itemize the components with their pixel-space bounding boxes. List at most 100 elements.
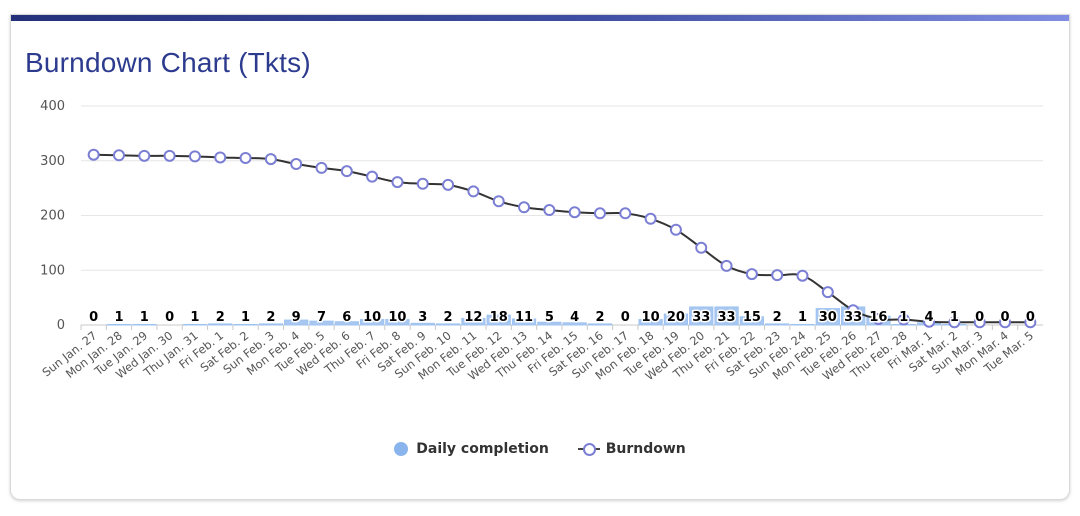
bar-data-label: 0 xyxy=(975,310,984,325)
bar xyxy=(284,319,309,326)
bar xyxy=(359,319,385,326)
burndown-point xyxy=(948,316,961,329)
bar-data-label: 16 xyxy=(869,310,887,325)
burndown-point xyxy=(214,151,227,164)
bar-data-label: 1 xyxy=(899,310,908,325)
bar-data-label: 4 xyxy=(925,310,934,325)
bar-data-label: 1 xyxy=(798,310,807,325)
chart-card: Burndown Chart (Tkts) 0 100 200 300 400 Sun J… xyxy=(10,14,1070,500)
bar xyxy=(208,323,233,326)
bar xyxy=(638,319,663,326)
burndown-point xyxy=(518,201,531,214)
burndown-point xyxy=(644,212,657,225)
bar xyxy=(587,323,613,326)
legend-burndown[interactable]: Burndown xyxy=(577,441,686,457)
daily-completion-swatch-icon xyxy=(394,442,409,456)
bar-data-label: 0 xyxy=(1001,310,1010,325)
bar xyxy=(815,308,840,326)
legend-daily-completion[interactable]: Daily completion xyxy=(394,441,549,457)
burndown-point xyxy=(138,149,151,162)
y-tick-label: 0 xyxy=(57,318,65,333)
bar-data-label: 0 xyxy=(89,310,98,325)
burndown-point xyxy=(745,268,758,281)
bar xyxy=(132,323,157,326)
burndown-point xyxy=(973,316,986,329)
burndown-point xyxy=(923,315,936,328)
bar-data-label: 0 xyxy=(165,310,174,325)
burndown-point xyxy=(112,149,125,162)
bar-data-label: 15 xyxy=(743,310,761,325)
burndown-point xyxy=(290,158,303,171)
bar xyxy=(486,314,511,326)
burndown-point xyxy=(239,152,252,165)
bar-data-label: 2 xyxy=(773,310,782,325)
bar xyxy=(790,323,815,326)
y-tick-label: 300 xyxy=(40,154,65,169)
y-tick-label: 400 xyxy=(40,99,65,114)
bar xyxy=(663,313,689,326)
bar-data-label: 9 xyxy=(292,310,301,325)
bar-data-label: 1 xyxy=(950,310,959,325)
bar-data-label: 1 xyxy=(190,310,199,325)
bar xyxy=(410,322,435,326)
burndown-point xyxy=(821,286,834,299)
burndown-point xyxy=(695,241,708,254)
legend-daily-label: Daily completion xyxy=(416,441,549,457)
bar xyxy=(689,306,714,326)
bar-data-label: 3 xyxy=(418,310,427,325)
bar xyxy=(511,318,537,326)
burndown-line-marker-icon xyxy=(577,442,600,456)
bar-data-label: 33 xyxy=(844,310,862,325)
bar-data-label: 20 xyxy=(667,310,685,325)
bar xyxy=(258,323,284,326)
bar-data-label: 2 xyxy=(216,310,225,325)
bar xyxy=(714,306,739,326)
burndown-point xyxy=(593,207,606,220)
bar-data-label: 10 xyxy=(388,310,406,325)
burndown-point xyxy=(543,204,556,217)
burndown-point xyxy=(999,316,1012,329)
y-tick-label: 100 xyxy=(40,263,65,278)
bar-data-label: 1 xyxy=(241,310,250,325)
burndown-point xyxy=(467,185,480,198)
bar-data-label: 2 xyxy=(595,310,604,325)
burndown-point xyxy=(619,207,632,220)
bar xyxy=(765,323,790,326)
burndown-point xyxy=(872,312,885,325)
bar xyxy=(461,317,486,326)
burndown-point xyxy=(492,195,505,208)
burndown-point xyxy=(416,177,429,190)
bar xyxy=(385,319,410,326)
bar-data-label: 33 xyxy=(718,310,736,325)
bar-data-label: 2 xyxy=(266,310,275,325)
bar-data-label: 18 xyxy=(490,310,508,325)
bar-data-label: 7 xyxy=(317,310,326,325)
burndown-point xyxy=(391,176,404,189)
bar xyxy=(537,321,562,326)
bar-data-label: 10 xyxy=(363,310,381,325)
bar xyxy=(435,323,461,326)
burndown-point xyxy=(87,148,100,161)
bar-data-label: 1 xyxy=(140,310,149,325)
burndown-point xyxy=(897,313,910,326)
bar-data-label: 0 xyxy=(621,310,630,325)
chart-title: Burndown Chart (Tkts) xyxy=(25,47,311,78)
burndown-line xyxy=(93,153,1031,324)
bar xyxy=(106,323,132,326)
bar-data-label: 5 xyxy=(545,310,554,325)
burndown-point xyxy=(720,259,733,272)
bar-data-label: 0 xyxy=(1026,310,1035,325)
bar-data-label: 12 xyxy=(464,310,482,325)
burndown-point xyxy=(188,150,201,163)
bar-data-label: 30 xyxy=(819,310,837,325)
burndown-point xyxy=(442,178,455,191)
card-accent-bar xyxy=(11,15,1069,21)
bar xyxy=(182,323,208,326)
chart-legend: Daily completion Burndown xyxy=(11,441,1069,460)
bar xyxy=(562,322,587,326)
burndown-point xyxy=(771,269,784,282)
burndown-point xyxy=(366,170,379,183)
burndown-point xyxy=(163,149,176,162)
bar-data-label: 33 xyxy=(692,310,710,325)
burndown-point xyxy=(340,165,353,178)
